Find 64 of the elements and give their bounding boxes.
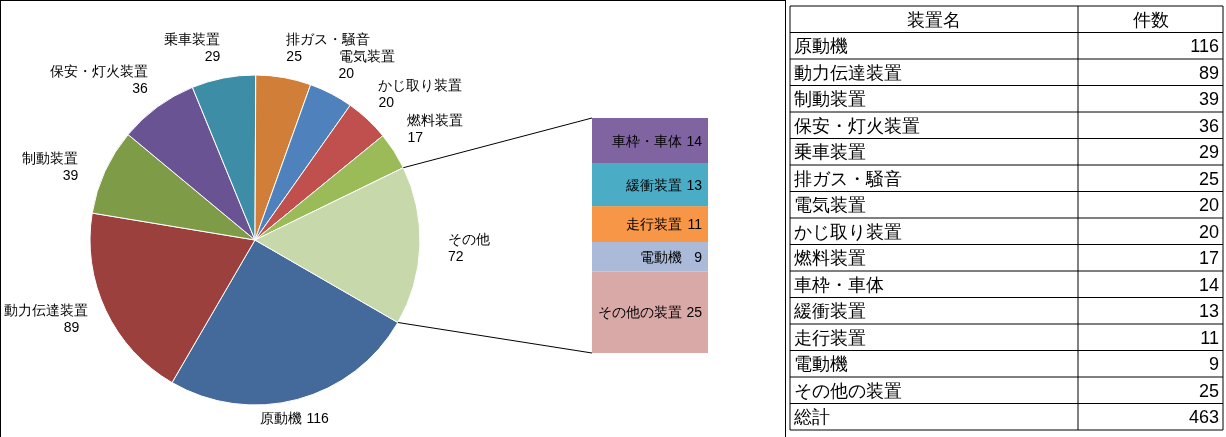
category-label: 走行装置 xyxy=(794,327,866,348)
data-label: 39 xyxy=(1198,89,1219,109)
bar xyxy=(592,271,708,353)
data-label: 89 xyxy=(63,319,80,336)
slice-label: その他 xyxy=(447,231,490,248)
category-label: 原動機 xyxy=(794,36,848,56)
slice-label: 保安・灯火装置 xyxy=(49,63,148,80)
data-label: 25 xyxy=(1198,380,1219,401)
slice-label: 乗車装置 xyxy=(164,31,221,48)
text: 件数 xyxy=(1132,9,1169,30)
slice-label: 制動装置 xyxy=(22,149,79,166)
category-label: 排ガス・騒音 xyxy=(794,168,902,189)
data-label: 116 xyxy=(1190,36,1219,56)
data-label: 9 xyxy=(1208,354,1219,374)
category-label: 制動装置 xyxy=(794,89,866,109)
data-label: 25 xyxy=(286,47,303,64)
data-label: 11 xyxy=(1200,327,1219,348)
category-label: 車枠・車体 xyxy=(794,274,884,295)
data-label: 25 xyxy=(686,304,703,321)
bar xyxy=(592,118,708,164)
slice-label: 原動機 xyxy=(259,409,302,426)
slice-label: かじ取り装置 xyxy=(378,76,463,93)
category-label: 動力伝達装置 xyxy=(794,62,902,83)
data-label: 89 xyxy=(1198,62,1219,83)
category-label: 総計 xyxy=(793,407,830,427)
data-label: 20 xyxy=(338,65,355,82)
data-label: 20 xyxy=(1198,221,1219,242)
series-label: 緩衝装置 xyxy=(625,176,682,193)
data-label: 11 xyxy=(687,216,703,233)
slice-label: 排ガス・騒音 xyxy=(286,30,371,47)
series-label: 電動機 xyxy=(640,248,682,265)
category-label: 乗車装置 xyxy=(794,142,866,162)
data-label: 14 xyxy=(1198,274,1219,295)
data-label: 29 xyxy=(1198,142,1219,162)
slice-label: 電気装置 xyxy=(338,48,395,65)
slice-label: 燃料装置 xyxy=(407,111,464,128)
data-label: 17 xyxy=(1198,248,1219,268)
data-label: 14 xyxy=(686,132,703,149)
category-label: その他の装置 xyxy=(794,380,902,401)
data-label: 72 xyxy=(447,248,464,265)
data-label: 29 xyxy=(204,48,221,65)
data-label: 20 xyxy=(1198,195,1219,215)
data-label: 36 xyxy=(1198,115,1219,136)
slice-label: 動力伝達装置 xyxy=(4,302,88,319)
data-label: 20 xyxy=(378,93,395,110)
category-label: 電動機 xyxy=(794,354,848,374)
data-label: 17 xyxy=(407,128,424,145)
data-label: 13 xyxy=(1198,301,1219,321)
category-label: かじ取り装置 xyxy=(794,221,902,242)
data-label: 116 xyxy=(306,409,330,426)
series-label: 車枠・車体 xyxy=(612,132,682,149)
data-label: 39 xyxy=(62,166,79,183)
category-label: 電気装置 xyxy=(794,195,866,215)
category-label: 保安・灯火装置 xyxy=(794,115,920,136)
series-label: その他の装置 xyxy=(598,304,682,321)
category-label: 燃料装置 xyxy=(794,248,866,268)
data-label: 36 xyxy=(132,80,149,97)
text: 装置名 xyxy=(907,9,961,30)
data-label: 13 xyxy=(686,176,703,193)
series-label: 走行装置 xyxy=(626,216,682,233)
category-label: 緩衝装置 xyxy=(793,301,866,321)
data-label: 9 xyxy=(694,248,703,265)
data-label: 25 xyxy=(1198,168,1219,189)
data-label: 463 xyxy=(1188,407,1219,427)
